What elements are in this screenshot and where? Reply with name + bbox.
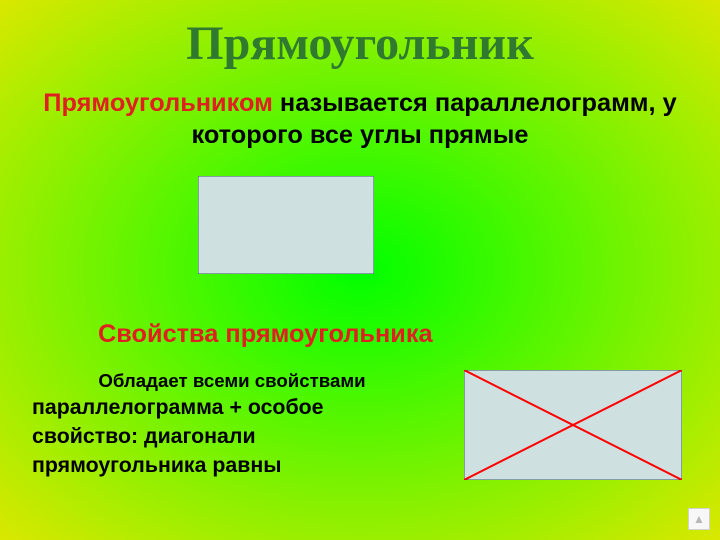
page-title: Прямоугольник: [0, 16, 720, 71]
properties-line1: Обладает всеми свойствами: [32, 368, 432, 393]
properties-subheading: Свойства прямоугольника: [98, 320, 433, 349]
properties-text: Обладает всеми свойствами параллелограмм…: [32, 368, 432, 480]
nav-up-button[interactable]: ▲: [688, 508, 710, 530]
slide: Прямоугольник Прямоугольником называется…: [0, 0, 720, 540]
definition-highlight: Прямоугольником: [43, 89, 273, 117]
chevron-up-icon: ▲: [693, 512, 705, 526]
definition-text: Прямоугольником называется параллелограм…: [0, 88, 720, 151]
rectangle-figure: [198, 176, 374, 274]
rectangle-with-diagonals: [464, 370, 682, 480]
properties-line2: параллелограмма + особое свойство: диаго…: [32, 393, 432, 479]
rectangle-figure-rect: [198, 176, 374, 274]
